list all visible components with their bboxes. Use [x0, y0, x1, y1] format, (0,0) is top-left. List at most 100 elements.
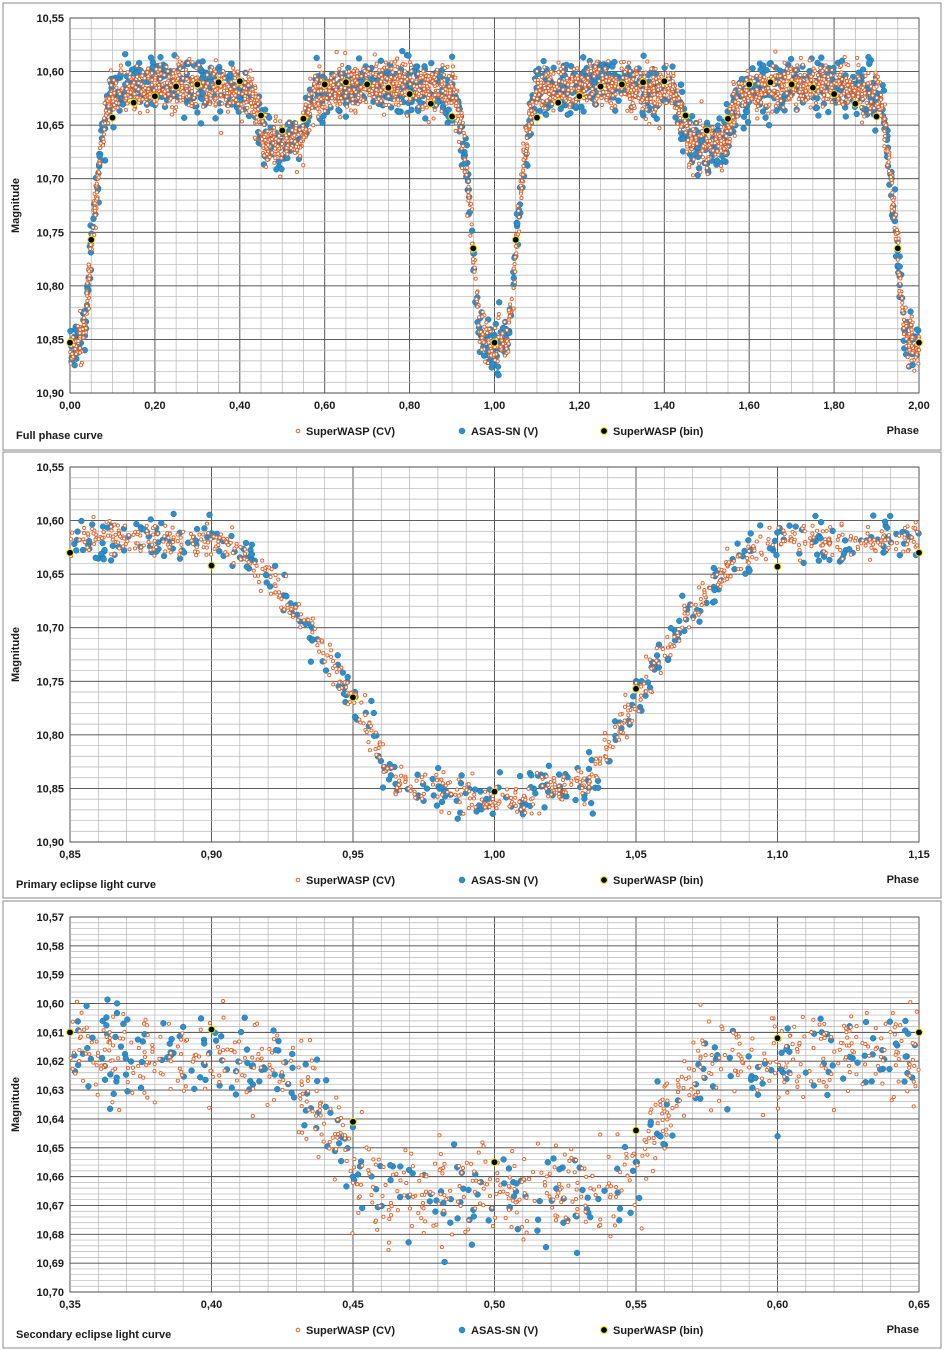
superwasp-point [174, 105, 179, 110]
superwasp-point [891, 198, 896, 203]
superwasp-point [754, 87, 759, 92]
superwasp-point [440, 63, 445, 68]
superwasp-point [518, 191, 523, 196]
superwasp-point [472, 269, 477, 274]
superwasp-point [633, 116, 638, 121]
superwasp-point [633, 680, 639, 686]
asassn-point [572, 796, 579, 804]
x-tick-label: 2,00 [908, 400, 929, 412]
asassn-point [825, 108, 832, 116]
superwasp-point [242, 96, 248, 101]
asassn-point [516, 772, 524, 780]
superwasp-point [301, 163, 306, 168]
superwasp-point [648, 82, 653, 87]
superwasp-point [863, 73, 868, 78]
asassn-point [181, 114, 188, 121]
superwasp-point [870, 93, 875, 98]
superwasp-point [439, 79, 444, 84]
superwasp-point [638, 71, 643, 76]
superwasp-point [229, 79, 234, 84]
superwasp-point [252, 135, 257, 140]
superwasp-point [511, 266, 516, 271]
superwasp-point [610, 88, 615, 93]
superwasp-point [117, 91, 122, 96]
superwasp-point [469, 207, 475, 212]
superwasp-point [290, 128, 295, 133]
superwasp-point [472, 265, 477, 270]
superwasp-point [137, 97, 142, 102]
asassn-point [147, 516, 154, 523]
superwasp-point [374, 87, 379, 93]
superwasp-point [158, 76, 163, 82]
superwasp-point [809, 74, 814, 79]
superwasp-point [777, 80, 782, 85]
superwasp-point [414, 79, 419, 84]
superwasp-point [648, 96, 653, 101]
superwasp-point [551, 108, 556, 113]
superwasp-point [629, 109, 634, 114]
superwasp-point [733, 99, 738, 104]
superwasp-point [509, 297, 514, 302]
superwasp-point [882, 116, 887, 121]
asassn-point [838, 57, 846, 64]
superwasp-point [311, 123, 316, 128]
superwasp-point [521, 164, 526, 169]
superwasp-point [132, 91, 137, 97]
superwasp-point [536, 92, 542, 97]
superwasp-point [699, 99, 704, 104]
superwasp-point [704, 165, 710, 170]
superwasp-point [498, 344, 503, 349]
bin-point [533, 113, 541, 122]
superwasp-point [481, 340, 486, 345]
asassn-point [563, 61, 570, 69]
superwasp-point [684, 142, 689, 147]
superwasp-point [643, 70, 648, 75]
superwasp-point [526, 111, 532, 116]
superwasp-point [548, 96, 553, 101]
superwasp-point [211, 85, 216, 90]
superwasp-point [307, 128, 312, 133]
superwasp-point [527, 129, 532, 135]
superwasp-point [128, 90, 133, 95]
superwasp-point [865, 81, 870, 86]
superwasp-point [347, 87, 352, 92]
superwasp-point [453, 103, 458, 108]
superwasp-point [907, 331, 912, 336]
superwasp-point [829, 67, 834, 73]
superwasp-point [327, 85, 332, 90]
superwasp-point [682, 603, 687, 608]
asassn-point [78, 517, 85, 525]
superwasp-point [504, 328, 509, 333]
superwasp-point [186, 60, 191, 65]
superwasp-point [597, 761, 603, 766]
superwasp-point [882, 134, 888, 139]
superwasp-point [250, 87, 255, 92]
superwasp-point [688, 120, 693, 125]
asassn-point [160, 552, 168, 560]
superwasp-point [309, 91, 314, 96]
superwasp-point [495, 359, 500, 364]
superwasp-point [273, 114, 278, 119]
superwasp-point [395, 97, 400, 102]
superwasp-point [420, 75, 425, 80]
superwasp-point [671, 84, 676, 89]
asassn-point [757, 66, 764, 73]
superwasp-point [247, 90, 252, 95]
superwasp-point [531, 95, 537, 100]
superwasp-point [98, 145, 103, 151]
superwasp-point [389, 66, 394, 71]
superwasp-point [882, 129, 887, 134]
superwasp-point [666, 70, 671, 75]
asassn-point [846, 546, 853, 553]
superwasp-point [602, 66, 608, 71]
asassn-point [492, 320, 499, 328]
superwasp-point [114, 100, 119, 105]
asassn-point [557, 105, 564, 113]
superwasp-point [449, 76, 454, 81]
superwasp-point [834, 81, 839, 87]
superwasp-point [338, 115, 343, 120]
superwasp-point [501, 341, 506, 346]
superwasp-point [513, 269, 518, 274]
superwasp-point [874, 95, 879, 100]
data-points [66, 47, 923, 379]
